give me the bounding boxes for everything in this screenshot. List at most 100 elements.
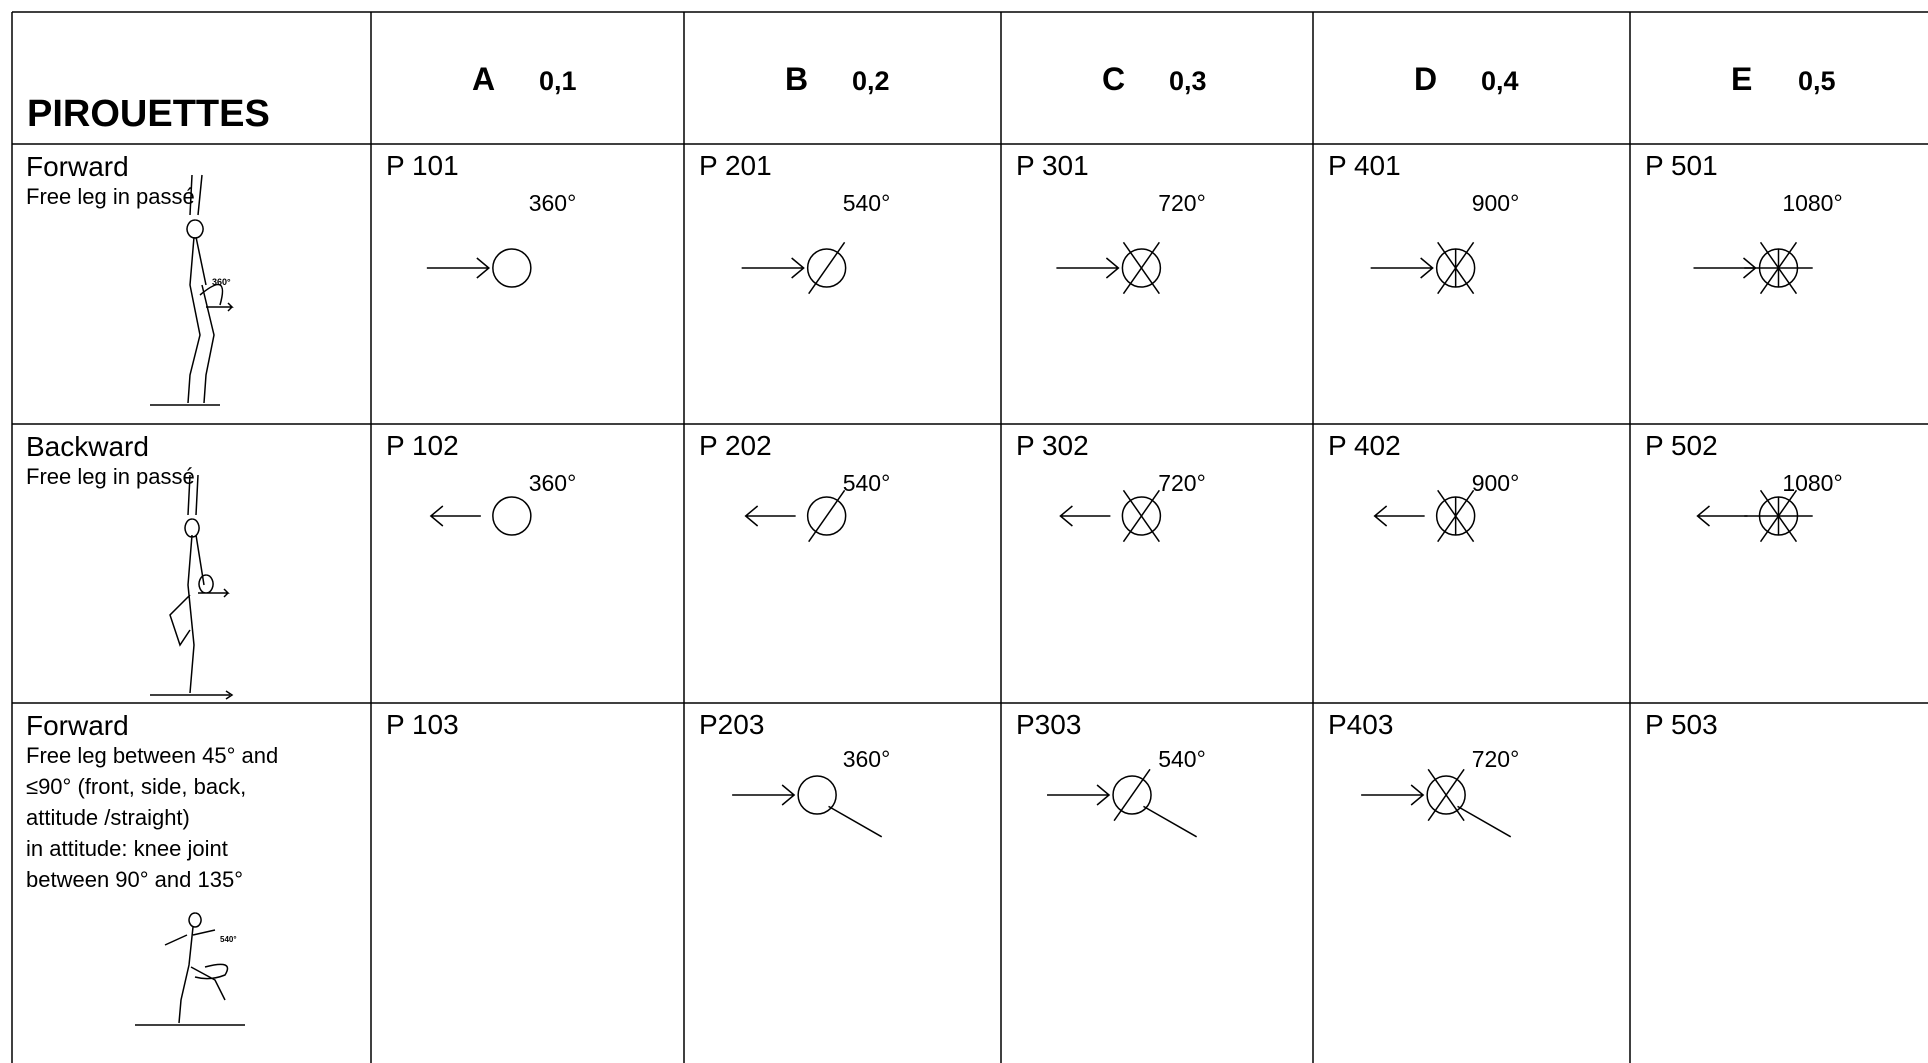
rotation-symbol [1361, 768, 1512, 838]
level-letter: D [1414, 61, 1437, 97]
symbol-arrow [1361, 784, 1425, 806]
element-code: P 502 [1645, 430, 1718, 461]
table-grid [11, 11, 1928, 1063]
figure-forward-passe [150, 174, 234, 406]
symbol-slash [1427, 768, 1465, 822]
rotation-degree: 720° [1472, 746, 1520, 772]
rotation-symbol [1056, 241, 1162, 295]
symbol-arrow [1059, 505, 1111, 527]
rotation-symbol [1047, 768, 1198, 838]
element-code: P 201 [699, 150, 772, 181]
row-description: ≤90° (front, side, back, [26, 774, 246, 799]
level-letter: A [472, 61, 495, 97]
row-description: Free leg in passé [26, 464, 195, 489]
element-code: P 501 [1645, 150, 1718, 181]
element-code: P 402 [1328, 430, 1401, 461]
rotation-symbol [1370, 241, 1476, 295]
element-code: P203 [699, 709, 764, 740]
symbol-slash [1122, 241, 1160, 295]
table-title: PIROUETTES [27, 93, 270, 135]
rotation-symbol [741, 241, 847, 295]
row-label: Backward [26, 431, 149, 462]
symbol-circle [806, 248, 847, 288]
symbol-circle [797, 775, 837, 815]
level-value: 0,2 [852, 66, 890, 96]
symbol-tail [1143, 805, 1198, 838]
element-code: P403 [1328, 709, 1393, 740]
element-code: P 101 [386, 150, 459, 181]
symbol-circle [1121, 496, 1162, 536]
symbol-arrow [1373, 505, 1425, 527]
symbol-circle [806, 496, 847, 536]
symbol-slash [808, 489, 846, 543]
symbol-slash [1113, 768, 1151, 822]
symbol-arrow [744, 505, 796, 527]
figure-label: 540° [220, 935, 237, 944]
element-code: P 103 [386, 709, 459, 740]
figure-label: 360° [212, 277, 231, 287]
rotation-symbol [732, 775, 883, 838]
rotation-symbol [744, 489, 847, 543]
rotation-degree: 540° [843, 470, 891, 496]
rotation-degree: 360° [843, 746, 891, 772]
symbol-arrow [429, 505, 481, 527]
row-label: Forward [26, 151, 129, 182]
level-value: 0,3 [1169, 66, 1207, 96]
symbol-circle [492, 496, 532, 536]
rotation-degree: 900° [1472, 190, 1520, 216]
rotation-symbol [426, 248, 532, 288]
level-letter: C [1102, 61, 1125, 97]
row-description: attitude /straight) [26, 805, 190, 830]
element-code: P 301 [1016, 150, 1089, 181]
symbol-circle [1112, 775, 1152, 815]
row-description: in attitude: knee joint [26, 836, 228, 861]
rotation-symbol [429, 496, 532, 536]
symbol-arrow [1696, 505, 1748, 527]
rotation-degree: 1080° [1782, 470, 1842, 496]
symbol-arrow [732, 784, 796, 806]
level-letter: E [1731, 61, 1752, 97]
rotation-degree: 540° [843, 190, 891, 216]
symbol-arrow [1370, 257, 1434, 279]
figure-forward-attitude [135, 912, 245, 1026]
rotation-degree: 540° [1158, 746, 1206, 772]
symbol-circle [1121, 248, 1162, 288]
row-description: between 90° and 135° [26, 867, 243, 892]
rotation-degree: 1080° [1782, 190, 1842, 216]
rotation-degree: 720° [1158, 190, 1206, 216]
element-code: P 401 [1328, 150, 1401, 181]
symbol-arrow [426, 257, 491, 279]
symbol-circle [492, 248, 532, 288]
symbol-tail [828, 805, 883, 838]
level-value: 0,4 [1481, 66, 1519, 96]
rotation-degree: 360° [529, 190, 577, 216]
element-code: P 102 [386, 430, 459, 461]
row-description: Free leg between 45° and [26, 743, 278, 768]
rotation-symbol [1696, 489, 1813, 543]
element-code: P 503 [1645, 709, 1718, 740]
element-code: P303 [1016, 709, 1081, 740]
symbol-slash [1122, 489, 1160, 543]
level-letter: B [785, 61, 808, 97]
figure-backward-passe [150, 474, 234, 700]
row-description: Free leg in passé [26, 184, 195, 209]
symbol-arrow [1047, 784, 1111, 806]
level-value: 0,5 [1798, 66, 1836, 96]
symbol-arrow [1693, 257, 1757, 279]
symbol-arrow [741, 257, 805, 279]
symbol-arrow [1056, 257, 1120, 279]
rotation-symbol [1059, 489, 1162, 543]
row-label: Forward [26, 710, 129, 741]
rotation-degree: 900° [1472, 470, 1520, 496]
element-code: P 302 [1016, 430, 1089, 461]
symbol-tail [1457, 805, 1512, 838]
symbol-slash [808, 241, 846, 295]
level-value: 0,1 [539, 66, 577, 96]
rotation-degree: 360° [529, 470, 577, 496]
rotation-symbol [1693, 241, 1813, 295]
rotation-symbol [1373, 489, 1476, 543]
element-code: P 202 [699, 430, 772, 461]
symbol-circle [1426, 775, 1466, 815]
rotation-degree: 720° [1158, 470, 1206, 496]
